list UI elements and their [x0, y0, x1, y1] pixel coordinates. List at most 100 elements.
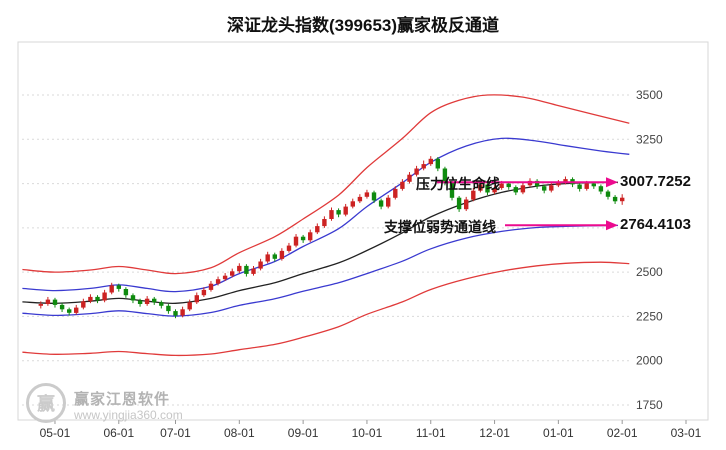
y-axis-label: 1750 — [636, 398, 663, 412]
support-arrow-icon — [606, 220, 618, 231]
candle-body — [435, 158, 440, 169]
candle-body — [166, 305, 171, 312]
candle-body — [194, 295, 199, 303]
candle-body — [265, 254, 270, 262]
candle-body — [279, 250, 285, 259]
candle-body — [407, 174, 412, 182]
candle-body — [102, 292, 107, 301]
candle-body — [542, 186, 547, 191]
x-axis-label: 08-01 — [224, 426, 255, 440]
candle-body — [215, 279, 221, 284]
candle-body — [308, 232, 313, 241]
lower-outer-band-line — [22, 261, 630, 357]
y-axis-label: 2500 — [636, 265, 663, 279]
candle-body — [605, 191, 611, 197]
candle-body — [152, 298, 157, 303]
candle-body — [74, 307, 79, 313]
candle-body — [293, 236, 299, 246]
candle-body — [513, 187, 518, 193]
candle-body — [393, 188, 398, 198]
candle-body — [38, 304, 43, 306]
candle-body — [159, 302, 164, 306]
x-axis-label: 10-01 — [352, 426, 383, 440]
candle-body — [116, 285, 121, 289]
candle-body — [201, 289, 207, 296]
candle-body — [478, 184, 483, 191]
x-axis-label: 07-01 — [160, 426, 191, 440]
candle-body — [230, 271, 235, 276]
candle-body — [492, 188, 497, 193]
candle-body — [286, 245, 292, 251]
candle-body — [499, 183, 504, 188]
candle-body — [414, 168, 419, 175]
watermark-site: www.yingjia360.com — [74, 408, 183, 422]
y-axis-label: 2250 — [636, 309, 663, 323]
candle-body — [364, 192, 370, 197]
candle-body — [45, 299, 51, 304]
candle-body — [584, 183, 589, 189]
x-axis-label: 06-01 — [103, 426, 134, 440]
y-axis-label: 2000 — [636, 354, 663, 368]
candle-body — [180, 309, 185, 316]
candle-body — [520, 185, 526, 193]
candle-body — [237, 265, 242, 272]
candle-body — [386, 197, 391, 207]
lifeline-line — [22, 181, 630, 305]
pressure-arrow-icon — [606, 177, 618, 188]
candle-body — [556, 182, 561, 186]
candle-body — [67, 309, 72, 313]
candle-body — [187, 302, 192, 310]
pressure-lifeline-value: 3007.7252 — [618, 173, 693, 190]
candle-body — [88, 296, 93, 302]
candle-body — [357, 196, 363, 202]
x-axis-label: 01-01 — [543, 426, 574, 440]
candles-layer — [38, 156, 625, 319]
candle-body — [137, 300, 143, 304]
plot-border — [17, 41, 709, 421]
candle-body — [251, 268, 256, 274]
candle-body — [464, 199, 469, 210]
watermark-logo-glyph: 赢 — [37, 394, 55, 414]
candle-body — [222, 275, 228, 280]
x-axis-label: 05-01 — [40, 426, 71, 440]
axes-layer: 1750200022502500275030003250350005-0106-… — [40, 88, 702, 440]
candle-body — [598, 186, 604, 192]
upper-inner-band-line — [22, 137, 630, 293]
candle-body — [59, 304, 65, 310]
candle-body — [591, 183, 596, 187]
candle-body — [336, 210, 341, 215]
channels-layer — [22, 94, 630, 357]
x-axis-label: 03-01 — [671, 426, 702, 440]
candle-body — [173, 311, 178, 316]
candle-body — [485, 184, 490, 193]
watermark-logo-icon: 赢 — [26, 383, 66, 423]
x-axis-label: 09-01 — [288, 426, 319, 440]
candle-body — [95, 296, 100, 301]
y-axis-label: 3500 — [636, 88, 663, 102]
upper-outer-band-line — [22, 94, 630, 275]
candle-body — [400, 181, 405, 189]
chart-title: 深证龙头指数(399653)赢家极反通道 — [226, 16, 500, 35]
candle-body — [244, 265, 249, 274]
candle-body — [52, 299, 58, 305]
y-axis-label: 3250 — [636, 132, 663, 146]
x-axis-label: 11-01 — [416, 426, 446, 440]
candle-body — [315, 226, 320, 233]
pressure-lifeline-label: 压力位生命线 — [416, 176, 500, 192]
candle-body — [322, 219, 327, 227]
watermark-brand: 赢家江恩软件 — [74, 391, 171, 408]
lower-inner-band-line — [22, 224, 630, 317]
candle-body — [549, 185, 554, 191]
candle-body — [109, 285, 114, 293]
candle-body — [130, 295, 136, 301]
annot-layer — [437, 177, 618, 231]
candle-body — [144, 298, 150, 304]
candle-body — [378, 200, 384, 207]
grid-layer — [17, 41, 709, 421]
x-axis-label: 02-01 — [607, 426, 638, 440]
candle-body — [471, 190, 476, 200]
support-channel-label: 支撑位弱势通道线 — [384, 219, 496, 235]
candle-body — [123, 289, 129, 296]
